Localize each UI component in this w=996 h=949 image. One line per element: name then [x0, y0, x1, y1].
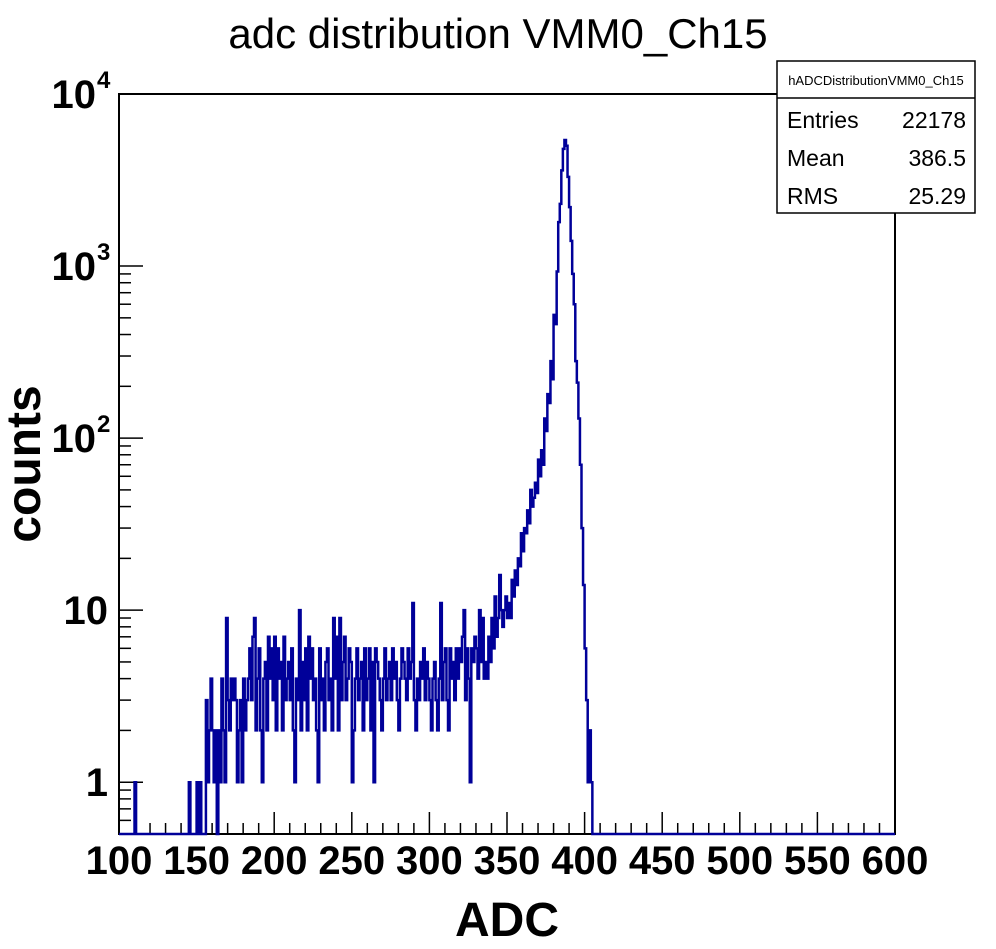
x-tick-label: 350	[474, 839, 541, 883]
stats-value-mean: 386.5	[908, 145, 966, 171]
stats-label-rms: RMS	[787, 183, 838, 209]
stats-histogram-name: hADCDistributionVMM0_Ch15	[788, 73, 964, 88]
stats-box-frame	[776, 60, 976, 214]
x-tick-label: 400	[551, 839, 618, 883]
x-axis-ticks: 100 150 200 250 300 350 400 450 500 550 600	[86, 812, 929, 883]
y-tick-label: 10 2	[52, 411, 111, 461]
x-tick-label: 600	[862, 839, 929, 883]
stats-value-entries: 22178	[902, 107, 966, 133]
x-tick-label: 100	[86, 839, 153, 883]
y-tick-exponent: 2	[97, 411, 110, 438]
x-tick-label: 150	[163, 839, 230, 883]
x-axis-title: ADC	[455, 894, 559, 947]
y-tick-base: 1	[86, 761, 108, 805]
x-tick-label: 200	[241, 839, 308, 883]
chart-title: adc distribution VMM0_Ch15	[228, 10, 767, 57]
histogram-line	[119, 138, 895, 836]
stats-box: hADCDistributionVMM0_Ch15 Entries 22178 …	[776, 60, 976, 214]
y-tick-exponent: 4	[97, 67, 111, 94]
y-tick-label: 10	[64, 589, 109, 633]
stats-value-rms: 25.29	[908, 183, 966, 209]
x-tick-label: 550	[784, 839, 851, 883]
y-tick-label: 1	[86, 761, 108, 805]
y-tick-label: 10 3	[52, 239, 111, 289]
y-tick-base: 10	[52, 245, 97, 289]
y-tick-base: 10	[52, 73, 97, 117]
stats-label-mean: Mean	[787, 145, 845, 171]
x-tick-label: 250	[318, 839, 385, 883]
y-tick-label: 10 4	[52, 67, 112, 117]
stats-label-entries: Entries	[787, 107, 859, 133]
y-tick-exponent: 3	[97, 239, 110, 266]
x-tick-label: 500	[706, 839, 773, 883]
x-tick-label: 450	[629, 839, 696, 883]
y-axis-title: counts	[0, 385, 51, 542]
y-tick-base: 10	[64, 589, 109, 633]
y-tick-base: 10	[52, 417, 97, 461]
x-tick-label: 300	[396, 839, 463, 883]
